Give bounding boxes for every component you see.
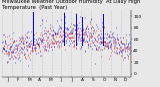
Text: Milwaukee Weather Outdoor Humidity  At Daily High  Temperature  (Past Year): Milwaukee Weather Outdoor Humidity At Da…	[2, 0, 142, 10]
